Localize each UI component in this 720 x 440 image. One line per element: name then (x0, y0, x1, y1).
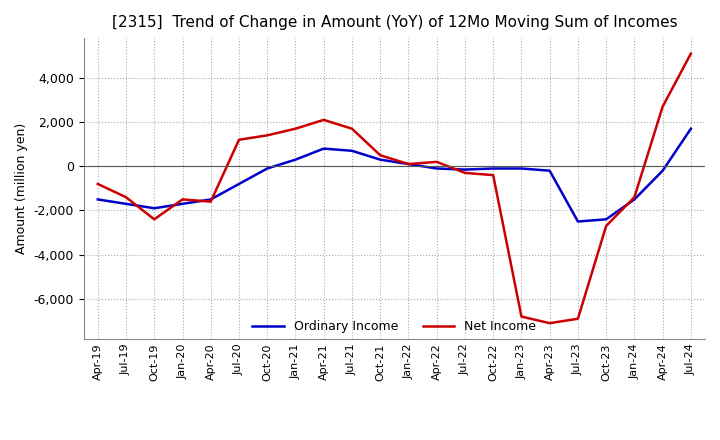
Net Income (207, 199, 215, 204)
Net Income (574, 316, 582, 321)
Net Income (122, 194, 130, 200)
Line: Ordinary Income: Ordinary Income (98, 129, 691, 221)
Ordinary Income (376, 157, 384, 162)
Ordinary Income (150, 205, 158, 211)
Ordinary Income (489, 166, 498, 171)
Net Income (376, 153, 384, 158)
Ordinary Income (574, 219, 582, 224)
Ordinary Income (348, 148, 356, 154)
Ordinary Income (630, 197, 639, 202)
Ordinary Income (404, 161, 413, 167)
Net Income (461, 170, 469, 176)
Net Income (489, 172, 498, 178)
Ordinary Income (687, 126, 696, 132)
Net Income (178, 197, 186, 202)
Ordinary Income (291, 157, 300, 162)
Ordinary Income (658, 168, 667, 173)
Title: [2315]  Trend of Change in Amount (YoY) of 12Mo Moving Sum of Incomes: [2315] Trend of Change in Amount (YoY) o… (112, 15, 677, 30)
Ordinary Income (461, 167, 469, 172)
Net Income (263, 133, 271, 138)
Net Income (433, 159, 441, 165)
Ordinary Income (433, 166, 441, 171)
Y-axis label: Amount (million yen): Amount (million yen) (15, 123, 28, 254)
Ordinary Income (517, 166, 526, 171)
Net Income (320, 117, 328, 122)
Net Income (602, 224, 611, 229)
Net Income (658, 104, 667, 109)
Ordinary Income (263, 166, 271, 171)
Net Income (630, 194, 639, 200)
Ordinary Income (207, 197, 215, 202)
Net Income (517, 314, 526, 319)
Ordinary Income (235, 181, 243, 187)
Net Income (404, 161, 413, 167)
Net Income (94, 181, 102, 187)
Ordinary Income (178, 201, 186, 206)
Net Income (150, 216, 158, 222)
Line: Net Income: Net Income (98, 54, 691, 323)
Ordinary Income (320, 146, 328, 151)
Ordinary Income (602, 216, 611, 222)
Ordinary Income (122, 201, 130, 206)
Net Income (235, 137, 243, 143)
Net Income (348, 126, 356, 132)
Ordinary Income (94, 197, 102, 202)
Legend: Ordinary Income, Net Income: Ordinary Income, Net Income (248, 315, 541, 338)
Net Income (545, 320, 554, 326)
Net Income (291, 126, 300, 132)
Ordinary Income (545, 168, 554, 173)
Net Income (687, 51, 696, 56)
